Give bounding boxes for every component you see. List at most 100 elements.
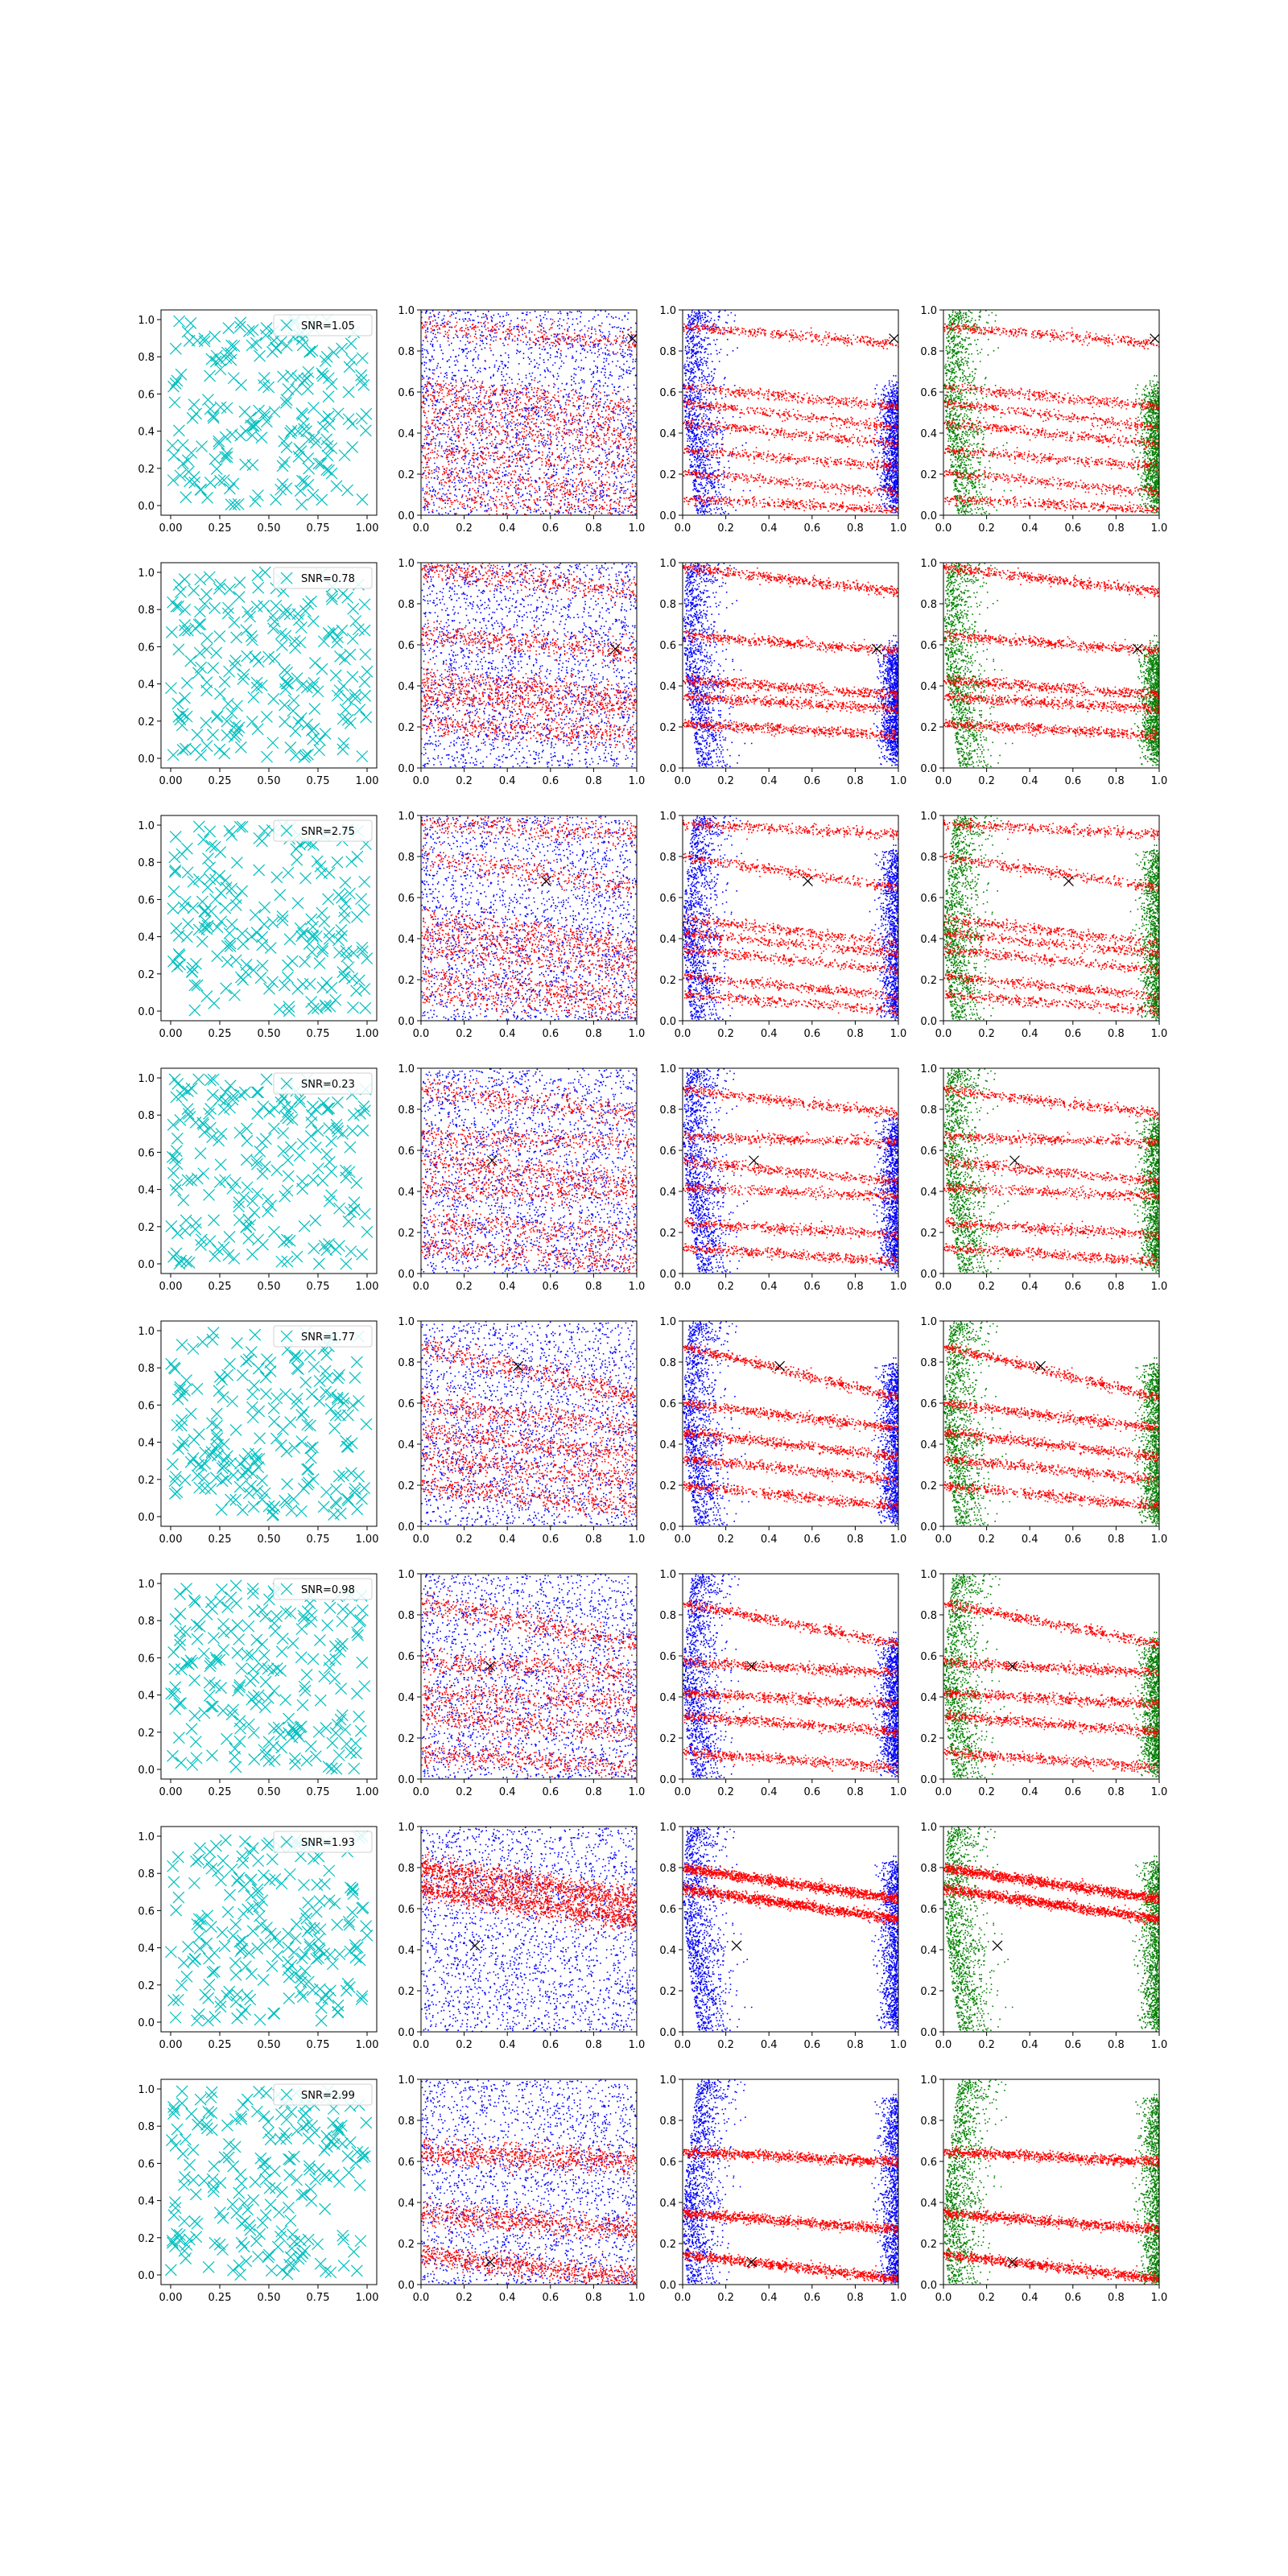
x-tick-label: 1.0 — [890, 2039, 907, 2051]
blue-series — [683, 1827, 900, 2033]
y-tick-label: 0.2 — [920, 1986, 937, 1998]
noise-point — [202, 2015, 213, 2026]
noise-point — [314, 1635, 325, 1646]
x-tick-label: 0.50 — [258, 2039, 281, 2051]
y-tick-label: 0.0 — [398, 1016, 415, 1028]
noise-points — [166, 1580, 370, 1775]
y-tick-label: 0.4 — [138, 679, 155, 691]
x-tick-label: 0.25 — [208, 2292, 232, 2304]
mixed-panel: 0.0 0.2 0.4 0.6 0.8 1.00.00.20.40.60.81.0 — [398, 1569, 645, 1798]
noise-point — [170, 831, 181, 842]
noise-point — [189, 1710, 200, 1721]
x-tick-label: 0.2 — [978, 1534, 995, 1546]
noise-point — [195, 1148, 206, 1159]
noise-point — [229, 989, 240, 1001]
noise-point — [180, 2134, 191, 2145]
noise-point — [243, 1488, 254, 1499]
noise-point — [296, 407, 308, 419]
noise-point — [241, 625, 252, 636]
x-tick-label: 0.0 — [935, 775, 952, 787]
x-tick-label: 0.00 — [159, 1028, 183, 1040]
noise-point — [237, 1369, 248, 1381]
noise-point — [249, 1380, 260, 1391]
x-tick-label: 0.6 — [542, 2292, 559, 2304]
noise-point — [324, 1865, 335, 1876]
noise-point — [173, 601, 184, 612]
noise-point — [202, 394, 213, 406]
noise-point — [354, 1955, 365, 1966]
noise-point — [173, 948, 184, 960]
noise-point — [345, 2136, 356, 2148]
x-tick-label: 0.0 — [935, 522, 952, 535]
noise-point — [221, 2120, 233, 2131]
noise-panel: 0.00 0.25 0.50 0.75 1.000.00.20.40.60.81.0 SN… — [138, 310, 378, 535]
noise-point — [199, 333, 210, 345]
noise-point — [359, 876, 370, 887]
noise-point — [196, 936, 208, 947]
noise-point — [296, 680, 308, 691]
noise-point — [333, 1749, 345, 1761]
noise-point — [252, 2251, 263, 2262]
y-tick-label: 0.2 — [398, 2239, 415, 2251]
y-tick-label: 0.6 — [659, 1651, 676, 1663]
x-tick-label: 0.8 — [1108, 2292, 1125, 2304]
noise-point — [167, 440, 178, 452]
noise-point — [245, 611, 256, 622]
noise-point — [357, 1249, 368, 1260]
noise-point — [207, 1701, 218, 1712]
noise-point — [225, 940, 236, 952]
noise-point — [349, 1204, 360, 1216]
noise-point — [320, 728, 331, 739]
noise-point — [319, 1878, 330, 1889]
noise-point — [209, 602, 221, 613]
x-tick-label: 0.8 — [1108, 1786, 1125, 1798]
noise-point — [361, 408, 372, 419]
x-tick-label: 0.0 — [675, 2292, 691, 2304]
x-tick-label: 0.0 — [413, 2292, 430, 2304]
noise-point — [165, 2264, 176, 2276]
noise-point — [341, 1985, 352, 1996]
noise-point — [284, 2169, 295, 2181]
noise-point — [351, 2265, 362, 2277]
noise-point — [268, 1740, 279, 1752]
noise-point — [286, 2107, 297, 2118]
y-tick-label: 0.4 — [398, 2198, 415, 2210]
noise-point — [361, 1930, 373, 1941]
y-tick-label: 0.6 — [398, 387, 415, 399]
noise-point — [268, 693, 279, 704]
y-tick-label: 1.0 — [138, 1326, 155, 1338]
y-tick-label: 0.2 — [920, 2239, 937, 2251]
noise-point — [249, 1207, 260, 1218]
x-tick-label: 0.8 — [847, 1281, 864, 1293]
noise-point — [271, 1663, 283, 1674]
y-tick-label: 0.4 — [398, 1187, 415, 1199]
y-tick-label: 0.4 — [659, 428, 676, 440]
y-tick-label: 0.0 — [659, 2280, 676, 2292]
noise-point — [290, 1759, 301, 1770]
noise-points — [167, 820, 373, 1017]
noise-point — [194, 1942, 205, 1954]
y-tick-label: 0.4 — [920, 2198, 937, 2210]
scatter-points — [421, 310, 638, 516]
noise-point — [310, 1104, 321, 1115]
noise-point — [215, 1875, 226, 1886]
noise-point — [242, 1649, 253, 1660]
legend-label: SNR=1.77 — [301, 1331, 355, 1344]
noise-point — [313, 1726, 324, 1737]
noise-point — [222, 1906, 233, 1918]
y-tick-label: 0.2 — [398, 469, 415, 481]
y-tick-label: 1.0 — [138, 1579, 155, 1591]
noise-point — [200, 717, 212, 729]
y-tick-label: 0.8 — [920, 852, 937, 864]
mixed-panel: 0.0 0.2 0.4 0.6 0.8 1.00.00.20.40.60.81.0 — [398, 558, 645, 787]
noise-point — [323, 464, 334, 476]
noise-point — [180, 604, 191, 615]
noise-point — [295, 622, 307, 634]
y-tick-label: 0.8 — [138, 2121, 155, 2133]
y-tick-label: 0.4 — [138, 1690, 155, 1703]
noise-point — [347, 1125, 358, 1137]
noise-point — [263, 382, 275, 393]
noise-point — [208, 1966, 220, 1977]
noise-point — [351, 1178, 362, 1189]
noise-point — [253, 1856, 264, 1867]
